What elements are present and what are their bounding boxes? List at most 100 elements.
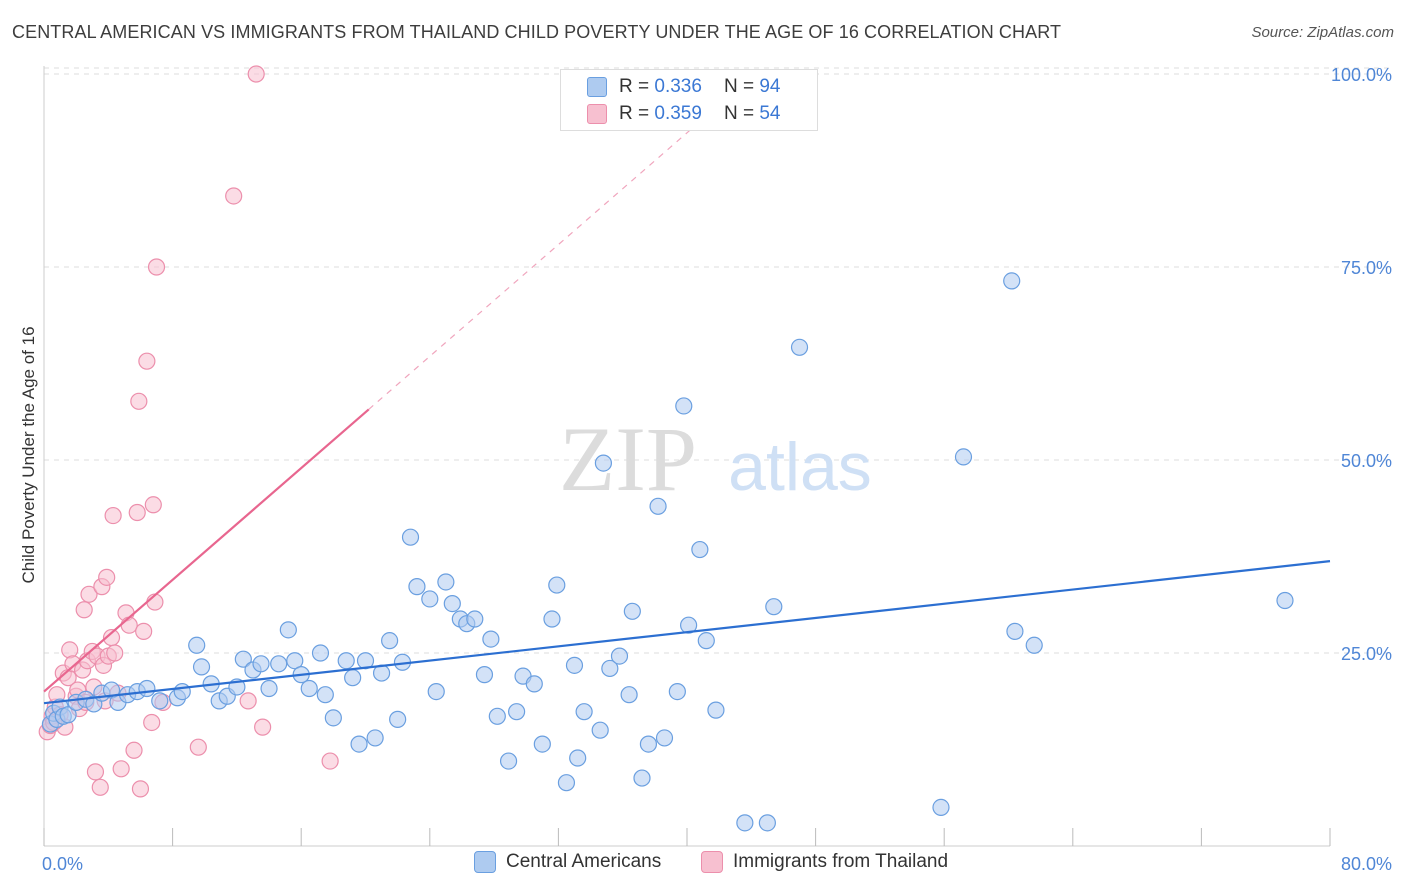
- data-point-central-american: [389, 710, 407, 728]
- legend-n-value: 94: [759, 76, 781, 97]
- data-point-central-american: [668, 682, 686, 701]
- data-point-central-american: [316, 686, 334, 704]
- data-point-thailand: [135, 622, 153, 640]
- legend-n-label: N =: [723, 103, 755, 124]
- data-point-central-american: [954, 448, 973, 466]
- legend-n-label: N =: [723, 76, 755, 97]
- data-point-central-american: [610, 647, 629, 665]
- y-axis-title: Child Poverty Under the Age of 16: [19, 326, 38, 583]
- series-central-american-points: [41, 272, 1294, 832]
- data-point-thailand: [144, 496, 162, 514]
- data-point-central-american: [601, 659, 619, 678]
- data-point-thailand: [86, 763, 105, 781]
- watermark: ZIP atlas: [559, 408, 872, 510]
- source-label: Source: ZipAtlas.com: [1251, 24, 1394, 41]
- data-point-central-american: [655, 729, 674, 747]
- data-point-central-american: [591, 721, 609, 739]
- legend-swatch-pink: [587, 104, 607, 124]
- data-point-central-american: [408, 578, 426, 596]
- series-legend: Central Americans Immigrants from Thaila…: [0, 851, 1406, 877]
- data-point-central-american: [499, 752, 518, 770]
- legend-swatch-blue: [587, 77, 607, 97]
- data-point-central-american: [188, 636, 206, 654]
- data-point-central-american: [337, 652, 355, 670]
- data-point-central-american: [543, 610, 561, 628]
- data-point-thailand: [225, 187, 243, 205]
- data-point-central-american: [533, 735, 551, 753]
- legend-item-central-americans[interactable]: Central Americans: [474, 851, 661, 873]
- data-point-thailand: [143, 713, 161, 732]
- data-point-central-american: [482, 630, 500, 648]
- data-point-central-american: [575, 703, 593, 721]
- stats-legend: R = 0.336 N = 94 R = 0.359 N = 54: [560, 69, 818, 131]
- data-point-central-american: [680, 616, 698, 634]
- legend-row-central-american: R = 0.336 N = 94: [587, 74, 780, 100]
- watermark-atlas: atlas: [728, 429, 872, 505]
- data-point-central-american: [59, 706, 77, 724]
- data-point-thailand: [138, 352, 156, 370]
- data-point-central-american: [437, 573, 455, 591]
- data-point-thailand: [131, 780, 150, 798]
- data-point-central-american: [932, 798, 950, 817]
- data-point-central-american: [366, 729, 384, 747]
- data-point-thailand: [128, 503, 146, 522]
- data-point-thailand: [147, 258, 166, 276]
- data-point-thailand: [80, 585, 98, 603]
- y-tick-label: 75.0%: [1341, 258, 1392, 278]
- data-point-thailand: [254, 718, 272, 736]
- data-point-central-american: [557, 774, 576, 792]
- legend-row-thailand: R = 0.359 N = 54: [587, 101, 780, 127]
- data-point-central-american: [443, 594, 461, 613]
- data-point-central-american: [1006, 622, 1024, 640]
- data-point-thailand: [239, 692, 257, 710]
- grid-lines: [44, 67, 1392, 654]
- data-point-central-american: [633, 769, 651, 787]
- data-point-central-american: [790, 338, 809, 356]
- data-point-central-american: [466, 610, 484, 628]
- data-point-central-american: [765, 598, 783, 616]
- data-point-central-american: [252, 655, 270, 673]
- data-point-central-american: [344, 669, 362, 687]
- legend-swatch-pink: [701, 851, 723, 873]
- data-point-central-american: [1276, 591, 1294, 610]
- data-point-central-american: [324, 709, 342, 727]
- x-tick-label: 0.0%: [42, 854, 83, 874]
- data-point-central-american: [697, 632, 715, 650]
- data-point-thailand: [321, 752, 339, 770]
- legend-swatch-blue: [474, 851, 496, 873]
- data-point-central-american: [192, 658, 211, 676]
- data-point-central-american: [758, 814, 776, 832]
- trend-line-central-american: [43, 560, 1331, 705]
- data-point-central-american: [1003, 272, 1021, 290]
- data-point-central-american: [675, 397, 693, 415]
- trend-line-thailand-extension: [368, 104, 720, 410]
- data-point-thailand: [120, 616, 138, 634]
- data-point-central-american: [300, 679, 318, 698]
- data-point-central-american: [234, 650, 252, 668]
- data-point-central-american: [594, 454, 613, 472]
- legend-r-label: R =: [619, 76, 650, 97]
- data-point-central-american: [707, 701, 725, 719]
- data-point-central-american: [350, 735, 368, 753]
- data-point-thailand: [130, 392, 148, 410]
- data-point-central-american: [639, 735, 658, 753]
- legend-label: Immigrants from Thailand: [733, 851, 949, 872]
- data-point-central-american: [279, 621, 297, 639]
- y-tick-label: 25.0%: [1341, 644, 1392, 664]
- data-point-central-american: [508, 703, 526, 721]
- data-point-thailand: [75, 601, 93, 619]
- data-point-thailand: [247, 65, 265, 83]
- x-tick-label: 80.0%: [1341, 854, 1392, 874]
- chart-title: CENTRAL AMERICAN VS IMMIGRANTS FROM THAI…: [12, 22, 1062, 42]
- data-point-central-american: [138, 679, 156, 698]
- data-point-central-american: [173, 682, 191, 701]
- legend-r-value: 0.359: [654, 103, 702, 124]
- legend-item-thailand[interactable]: Immigrants from Thailand: [701, 851, 948, 873]
- data-point-thailand: [98, 568, 116, 586]
- trend-lines: [43, 104, 1331, 705]
- legend-label: Central Americans: [506, 851, 662, 872]
- data-point-central-american: [623, 602, 641, 620]
- data-point-central-american: [311, 644, 330, 662]
- data-point-central-american: [620, 686, 638, 704]
